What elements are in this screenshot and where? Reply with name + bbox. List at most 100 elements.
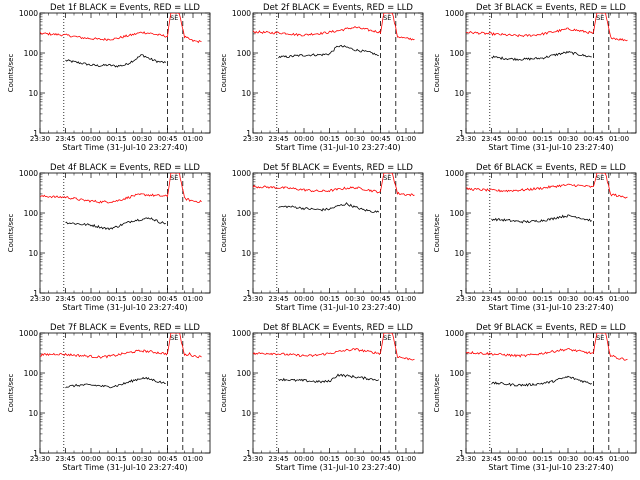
y-tick-label: 1: [459, 129, 464, 138]
x-tick-label: 01:00: [183, 135, 203, 143]
y-tick-label: 10: [28, 89, 38, 98]
y-tick-label: 1: [246, 289, 251, 298]
y-axis-label: Counts/sec: [433, 214, 441, 253]
x-tick-label: 00:45: [370, 295, 390, 303]
y-tick-label: 1000: [232, 9, 251, 18]
x-tick-label: 01:00: [609, 455, 629, 463]
series-lld-line: [466, 173, 628, 199]
y-tick-label: 1: [459, 289, 464, 298]
x-tick-label: 00:15: [532, 295, 552, 303]
plot-frame: [39, 12, 211, 134]
x-tick-label: 01:00: [396, 295, 416, 303]
panel-title: Det 3f BLACK = Events, RED = LLD: [476, 3, 626, 13]
plot-frame: [39, 332, 211, 454]
x-tick-label: 00:30: [345, 135, 365, 143]
x-tick-label: 00:15: [532, 135, 552, 143]
x-tick-label: 23:45: [55, 295, 75, 303]
x-tick-label: 23:30: [30, 135, 50, 143]
panel-title: Det 7f BLACK = Events, RED = LLD: [50, 323, 200, 333]
se-annotation: SE: [170, 334, 178, 342]
x-tick-label: 00:00: [507, 295, 527, 303]
panel-7: Det 7f BLACK = Events, RED = LLD 1 10 100 10…: [7, 323, 211, 472]
x-axis-label: Start Time (31-Jul-10 23:27:40): [488, 303, 613, 312]
y-tick-label: 10: [454, 89, 464, 98]
x-tick-label: 23:30: [456, 135, 476, 143]
y-tick-label: 100: [24, 49, 39, 58]
x-tick-label: 23:30: [30, 295, 50, 303]
panel-6: Det 6f BLACK = Events, RED = LLD 1 10 100 10…: [433, 163, 637, 312]
x-axis-label: Start Time (31-Jul-10 23:27:40): [62, 303, 187, 312]
x-tick-label: 00:15: [319, 135, 339, 143]
y-tick-label: 1: [459, 449, 464, 458]
y-tick-label: 100: [237, 369, 252, 378]
x-tick-label: 23:30: [243, 295, 263, 303]
y-tick-label: 10: [454, 409, 464, 418]
y-axis-label: Counts/sec: [220, 374, 228, 413]
y-axis-label: Counts/sec: [7, 214, 15, 253]
x-tick-label: 00:30: [558, 295, 578, 303]
y-tick-label: 10: [28, 249, 38, 258]
y-axis-label: Counts/sec: [7, 374, 15, 413]
y-tick-label: 100: [237, 209, 252, 218]
x-tick-label: 23:30: [243, 135, 263, 143]
y-tick-label: 100: [450, 209, 465, 218]
panel-title: Det 5f BLACK = Events, RED = LLD: [263, 163, 413, 173]
y-tick-label: 100: [24, 209, 39, 218]
panel-5: Det 5f BLACK = Events, RED = LLD 1 10 100 10…: [220, 163, 424, 312]
panel-4: Det 4f BLACK = Events, RED = LLD 1 10 100 10…: [7, 163, 211, 312]
se-annotation: SE: [383, 174, 391, 182]
x-axis-label: Start Time (31-Jul-10 23:27:40): [275, 303, 400, 312]
x-tick-label: 00:15: [106, 455, 126, 463]
x-tick-label: 23:45: [268, 295, 288, 303]
y-tick-label: 10: [241, 89, 251, 98]
y-tick-label: 1: [33, 129, 38, 138]
y-tick-label: 1000: [445, 9, 464, 18]
se-annotation: SE: [596, 14, 604, 22]
y-tick-label: 1: [246, 129, 251, 138]
series-events-line: [491, 50, 592, 62]
series-events-line: [278, 44, 379, 59]
x-tick-label: 23:45: [481, 295, 501, 303]
series-events-line: [278, 202, 380, 213]
y-axis-label: Counts/sec: [433, 54, 441, 93]
y-tick-label: 100: [450, 369, 465, 378]
y-tick-label: 1: [33, 449, 38, 458]
x-tick-label: 00:00: [294, 135, 314, 143]
series-events-line: [278, 373, 380, 384]
x-tick-label: 00:30: [558, 135, 578, 143]
panel-8: Det 8f BLACK = Events, RED = LLD 1 10 100 10…: [220, 323, 424, 472]
x-tick-label: 00:15: [106, 135, 126, 143]
panel-title: Det 2f BLACK = Events, RED = LLD: [263, 3, 413, 13]
series-lld-line: [40, 13, 202, 44]
x-axis-label: Start Time (31-Jul-10 23:27:40): [275, 143, 400, 152]
y-tick-label: 1: [33, 289, 38, 298]
y-tick-label: 100: [24, 369, 39, 378]
x-tick-label: 00:30: [132, 135, 152, 143]
se-annotation: SE: [596, 174, 604, 182]
x-tick-label: 23:45: [55, 455, 75, 463]
x-tick-label: 01:00: [183, 455, 203, 463]
x-tick-label: 00:00: [81, 135, 101, 143]
plot-frame: [465, 332, 637, 454]
x-tick-label: 00:45: [157, 295, 177, 303]
y-axis-label: Counts/sec: [7, 54, 15, 93]
y-tick-label: 100: [237, 49, 252, 58]
y-tick-label: 1000: [232, 329, 251, 338]
x-axis-label: Start Time (31-Jul-10 23:27:40): [62, 143, 187, 152]
x-tick-label: 23:45: [55, 135, 75, 143]
x-tick-label: 23:30: [456, 295, 476, 303]
y-axis-label: Counts/sec: [433, 374, 441, 413]
x-tick-label: 01:00: [396, 135, 416, 143]
plot-frame: [39, 172, 211, 294]
x-tick-label: 00:30: [132, 295, 152, 303]
panel-9: Det 9f BLACK = Events, RED = LLD 1 10 100 10…: [433, 323, 637, 472]
x-tick-label: 00:45: [583, 295, 603, 303]
y-tick-label: 1000: [19, 169, 38, 178]
y-tick-label: 1000: [19, 329, 38, 338]
x-tick-label: 00:45: [583, 455, 603, 463]
panel-1: Det 1f BLACK = Events, RED = LLD 1 10 100 10…: [7, 3, 211, 152]
series-lld-line: [253, 333, 415, 361]
series-events-line: [65, 217, 166, 231]
x-tick-label: 01:00: [396, 455, 416, 463]
